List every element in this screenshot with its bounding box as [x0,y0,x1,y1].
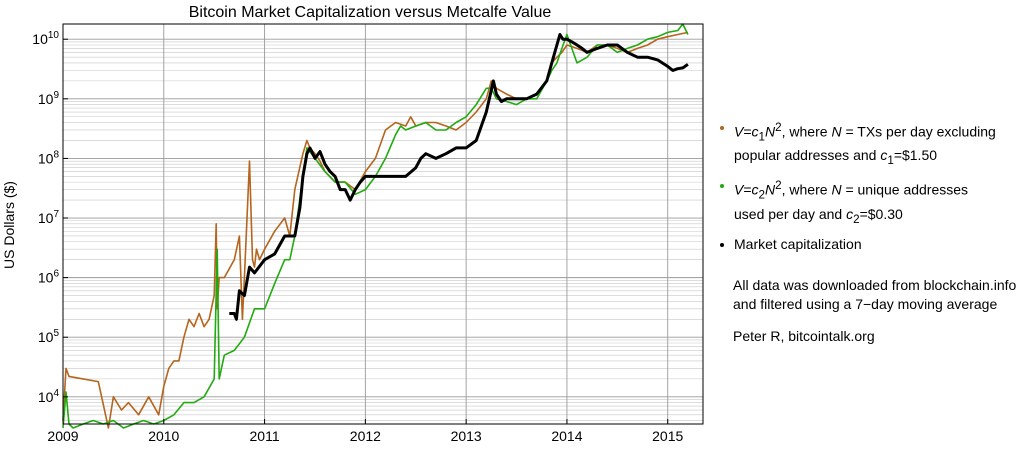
series-line-market_cap [229,33,689,321]
author-credit: Peter R, bitcointalk.org [733,328,875,344]
series-lines [62,23,689,429]
grid [62,24,703,424]
legend-swatch-green [720,184,724,189]
axis-ticks: 2009 2010 2011 2012 2013 2014 2015 104 105 106 107… [32,30,683,444]
legend-swatch-black [720,242,724,247]
y-tick-label: 105 [38,328,60,345]
y-tick-label: 1010 [32,30,59,47]
data-source-note: All data was downloaded from blockchain.… [733,276,1016,314]
x-tick-label: 2012 [350,428,381,444]
plot-frame [62,23,704,425]
y-tick-label: 108 [38,149,60,166]
y-tick-label: 106 [38,269,60,286]
legend-item-metcalfe-addr: V=c2N2, where N = unique addresses used … [718,176,1018,228]
legend-item-metcalfe-addr-line2: used per day and c2=$0.30 [734,205,903,226]
x-tick-label: 2013 [451,428,482,444]
legend-item-metcalfe-addr-line1: V=c2N2, where N = unique addresses [734,179,969,202]
x-tick-label: 2009 [47,428,78,444]
data-source-note-line2: and filtered using a 7−day moving averag… [733,296,998,312]
y-tick-label: 104 [38,388,60,405]
y-axis-label: US Dollars ($) [1,181,17,269]
y-tick-label: 107 [38,209,60,226]
legend-swatch-brown [720,126,724,130]
legend-item-market-cap: Market capitalization [718,235,1018,254]
legend-item-metcalfe-tx-line1: V=c1N2, where N = TXs per day excluding [734,121,996,144]
legend-item-metcalfe-tx: V=c1N2, where N = TXs per day excluding … [718,118,1018,170]
y-tick-label: 109 [38,90,60,107]
legend-item-market-cap-label: Market capitalization [734,235,862,252]
x-tick-label: 2010 [148,428,179,444]
data-source-note-line1: All data was downloaded from blockchain.… [733,277,1017,293]
series-line-metcalfe_addr [62,23,689,429]
legend: V=c1N2, where N = TXs per day excluding … [718,118,1018,260]
legend-item-metcalfe-tx-line2: popular addresses and c1=$1.50 [734,147,938,168]
x-tick-label: 2015 [652,428,683,444]
x-tick-label: 2014 [551,428,582,444]
x-tick-label: 2011 [250,428,280,444]
chart-title: Bitcoin Market Capitalization versus Met… [189,4,552,21]
